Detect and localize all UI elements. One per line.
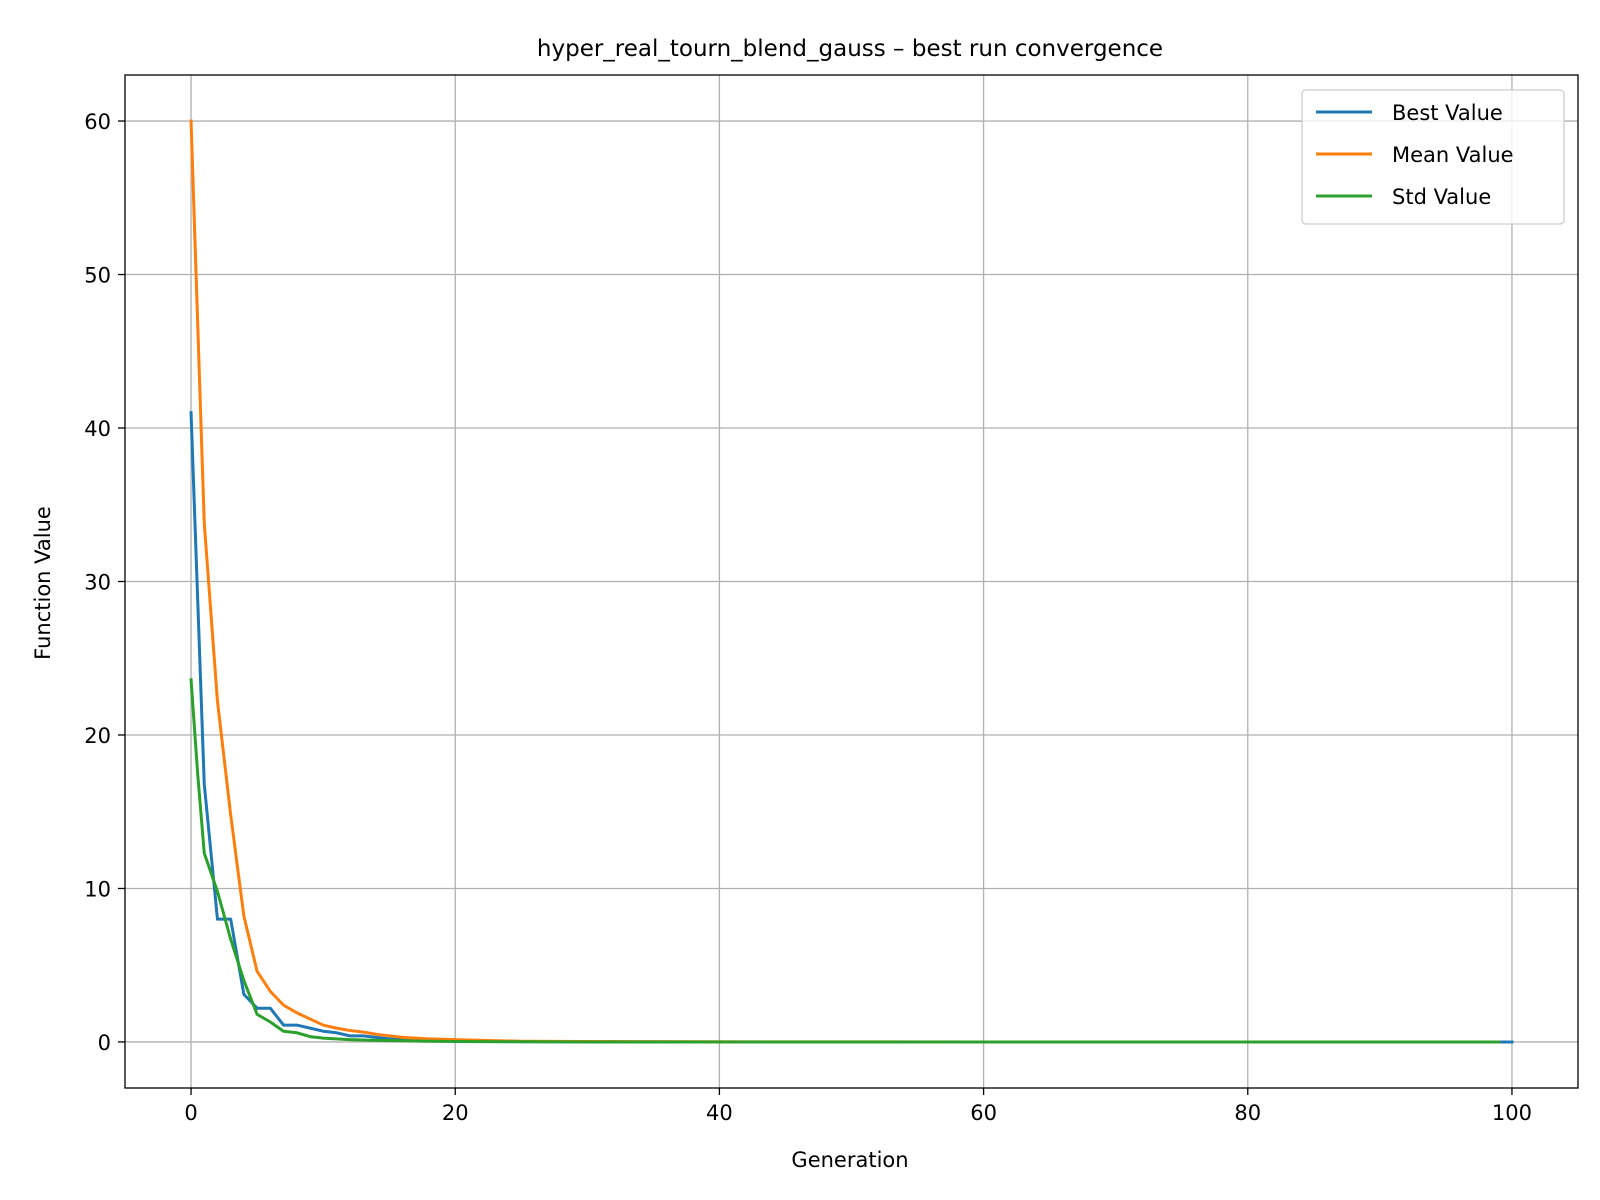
x-tick-label: 20 xyxy=(442,1101,469,1125)
series-line-std xyxy=(189,678,1501,1044)
x-tick-label: 100 xyxy=(1492,1101,1532,1125)
grid-lines xyxy=(125,75,1578,1088)
x-tick-label: 80 xyxy=(1234,1101,1261,1125)
y-tick-label: 50 xyxy=(84,264,111,288)
y-tick-label: 40 xyxy=(84,417,111,441)
y-tick-label: 0 xyxy=(98,1031,111,1055)
legend-label-mean: Mean Value xyxy=(1392,143,1514,167)
y-tick-label: 10 xyxy=(84,877,111,901)
legend-label-std: Std Value xyxy=(1392,185,1491,209)
y-axis-label: Function Value xyxy=(31,506,55,660)
legend-box xyxy=(1301,89,1565,225)
y-tick-label: 60 xyxy=(84,110,111,134)
legend-label-best: Best Value xyxy=(1392,101,1503,125)
axis-ticks: 0 20 40 60 80 100 0 10 20 30 40 50 60 xyxy=(84,110,1532,1125)
legend: Best Value Mean Value Std Value xyxy=(1301,89,1565,225)
series-lines xyxy=(189,119,1514,1044)
x-tick-label: 0 xyxy=(184,1101,197,1125)
x-axis-label: Generation xyxy=(791,1148,908,1172)
y-tick-label: 30 xyxy=(84,571,111,595)
chart-title: hyper_real_tourn_blend_gauss – best run … xyxy=(537,36,1163,62)
y-tick-label: 20 xyxy=(84,724,111,748)
x-tick-label: 60 xyxy=(970,1101,997,1125)
x-tick-label: 40 xyxy=(706,1101,733,1125)
